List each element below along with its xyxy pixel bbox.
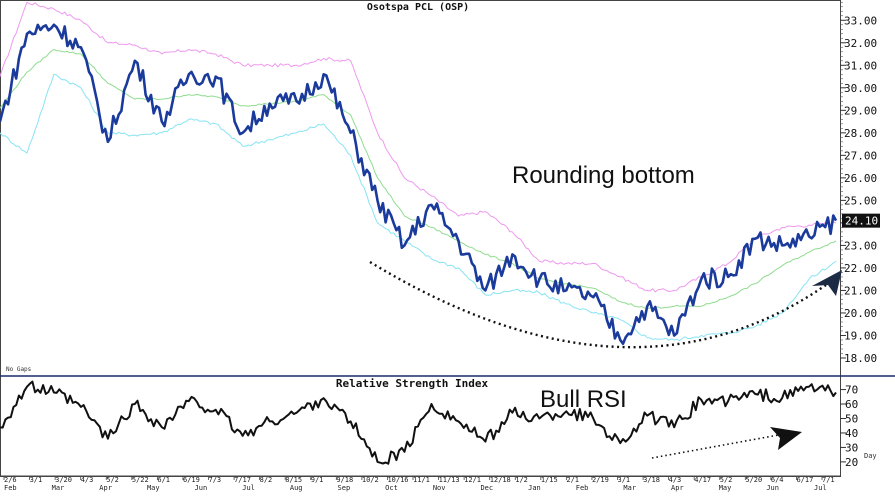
x-tick-label: 9/18 (336, 476, 353, 484)
price-tick-label: 19.00 (844, 329, 877, 342)
x-tick-label: 4/3 (81, 476, 94, 484)
rsi-tick-label: 20 (845, 456, 858, 469)
x-tick-label: 8/2 (260, 476, 273, 484)
price-tick-label: 20.00 (844, 307, 877, 320)
x-tick-label: 1/15 (541, 476, 558, 484)
price-tick-label: 29.00 (844, 104, 877, 117)
x-tick-label: 8/15 (285, 476, 302, 484)
month-label: Jul (814, 484, 827, 492)
last-price-badge (842, 213, 880, 228)
month-label: Feb (576, 484, 589, 492)
annotation-bull-rsi: Bull RSI (540, 386, 627, 413)
rsi-tick-label: 70 (845, 384, 858, 397)
price-line (0, 23, 838, 345)
price-tick-label: 33.00 (844, 14, 877, 27)
price-tick-label: 26.00 (844, 172, 877, 185)
price-tick-label: 21.00 (844, 284, 877, 297)
x-tick-label: 7/3 (209, 476, 222, 484)
price-tick-label: 28.00 (844, 127, 877, 140)
x-unit-label: Day (864, 452, 877, 460)
month-label: Apr (99, 484, 112, 492)
month-label: Aug (290, 484, 303, 492)
x-tick-label: 5/2 (106, 476, 119, 484)
x-tick-label: 11/13 (439, 476, 460, 484)
x-tick-label: 6/1 (157, 476, 170, 484)
rsi-tick-label: 40 (845, 427, 858, 440)
x-tick-label: 12/1 (464, 476, 481, 484)
x-tick-label: 3/1 (618, 476, 631, 484)
annotation-rounding-bottom: Rounding bottom (512, 162, 695, 189)
x-tick-label: 1/2 (515, 476, 528, 484)
x-tick-label: 6/17 (796, 476, 813, 484)
price-tick-label: 30.00 (844, 82, 877, 95)
month-label: Sep (338, 484, 351, 492)
month-label: Mar (623, 484, 636, 492)
x-tick-label: 6/4 (771, 476, 784, 484)
x-tick-label: 10/2 (362, 476, 379, 484)
x-tick-label: 12/18 (490, 476, 511, 484)
price-tick-label: 18.00 (844, 352, 877, 365)
price-tick-label: 31.00 (844, 59, 877, 72)
rsi-tick-label: 30 (845, 441, 858, 454)
month-label: Dec (480, 484, 493, 492)
x-tick-label: 6/19 (183, 476, 200, 484)
chart-title: Osotspa PCL (OSP) (367, 2, 469, 13)
month-label: Jun (195, 484, 208, 492)
month-label: Oct (385, 484, 398, 492)
x-tick-label: 9/1 (311, 476, 324, 484)
x-tick-label: 10/16 (387, 476, 408, 484)
x-tick-label: 5/20 (745, 476, 762, 484)
x-tick-label: 7/1 (822, 476, 835, 484)
rsi-tick-label: 50 (845, 412, 858, 425)
price-tick-label: 23.00 (844, 239, 877, 252)
rsi-line (0, 380, 837, 465)
x-tick-label: 11/1 (413, 476, 430, 484)
rsi-trend-line (651, 433, 785, 459)
month-label: May (719, 484, 732, 492)
upper-band-line (0, 1, 837, 293)
x-tick-label: 5/22 (132, 476, 149, 484)
month-label: Jul (242, 484, 255, 492)
month-label: Mar (52, 484, 65, 492)
x-tick-label: 3/20 (55, 476, 72, 484)
month-label: Jan (528, 484, 541, 492)
x-tick-label: 2/19 (592, 476, 609, 484)
last-price-label: 24.10 (845, 215, 878, 228)
x-tick-label: 2/6 (4, 476, 17, 484)
month-label: May (147, 484, 160, 492)
rsi-title: Relative Strength Index (336, 377, 489, 390)
price-tick-label: 27.00 (844, 149, 877, 162)
month-label: Nov (433, 484, 446, 492)
price-tick-label: 25.00 (844, 194, 877, 207)
rsi-tick-label: 60 (845, 398, 858, 411)
price-tick-label: 32.00 (844, 37, 877, 50)
x-tick-label: 5/2 (720, 476, 733, 484)
x-tick-label: 3/18 (643, 476, 660, 484)
x-tick-label: 4/3 (669, 476, 682, 484)
rsi-arrow-head (770, 427, 802, 450)
rounding-bottom-curve (369, 260, 827, 349)
price-tick-label: 22.00 (844, 262, 877, 275)
x-tick-label: 3/1 (30, 476, 43, 484)
x-tick-label: 7/17 (234, 476, 251, 484)
no-gaps-note: No Gaps (6, 366, 32, 373)
plot-frame (0, 0, 841, 477)
x-tick-label: 4/17 (694, 476, 711, 484)
month-label: Jun (766, 484, 779, 492)
month-label: Apr (671, 484, 684, 492)
lower-band-line (0, 73, 837, 342)
month-label: Feb (4, 484, 17, 492)
x-tick-label: 2/1 (566, 476, 579, 484)
trend-arrow-head (812, 270, 842, 296)
